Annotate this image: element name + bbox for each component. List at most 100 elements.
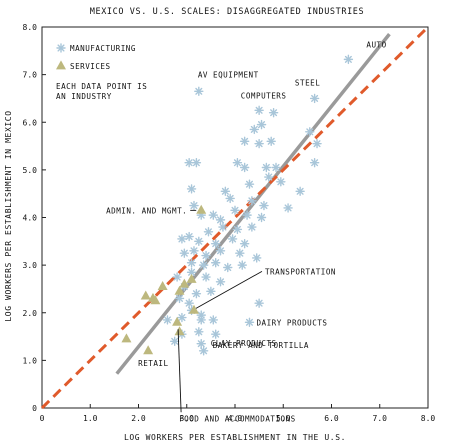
manufacturing-point bbox=[235, 248, 245, 258]
y-tick-label: 6.0 bbox=[23, 118, 38, 127]
manufacturing-point bbox=[186, 184, 197, 194]
manufacturing-point bbox=[184, 231, 194, 242]
annotation-label: COMPUTERS bbox=[241, 91, 287, 100]
manufacturing-point bbox=[177, 234, 187, 244]
manufacturing-point bbox=[244, 317, 255, 327]
annotation-label: FOOD AND ACCOMMODATIONS bbox=[179, 414, 296, 423]
manufacturing-point bbox=[239, 238, 250, 249]
y-tick-label: 3.0 bbox=[23, 261, 38, 270]
manufacturing-point bbox=[271, 162, 281, 173]
services-point bbox=[188, 304, 199, 314]
fit-line bbox=[115, 33, 391, 375]
manufacturing-point bbox=[309, 158, 320, 168]
y-tick-label: 5.0 bbox=[23, 166, 38, 175]
x-tick-label: 8.0 bbox=[421, 414, 436, 423]
manufacturing-point bbox=[198, 346, 209, 356]
annotation-label: TRANSPORTATION bbox=[265, 267, 336, 276]
manufacturing-point bbox=[295, 186, 305, 197]
services-point bbox=[143, 345, 154, 355]
manufacturing-point bbox=[191, 158, 202, 168]
manufacturing-point bbox=[201, 250, 211, 261]
legend-asterisk-icon bbox=[56, 43, 66, 53]
annotation-leader bbox=[195, 270, 263, 309]
legend-services-label: SERVICES bbox=[70, 62, 111, 71]
manufacturing-point bbox=[237, 260, 247, 270]
manufacturing-point bbox=[218, 222, 228, 232]
legend-services-marker bbox=[56, 60, 66, 70]
manufacturing-point bbox=[232, 224, 243, 235]
manufacturing-point bbox=[249, 124, 259, 135]
manufacturing-point bbox=[312, 138, 322, 149]
manufacturing-point bbox=[210, 258, 221, 268]
manufacturing-point bbox=[305, 127, 315, 137]
manufacturing-point bbox=[242, 210, 252, 220]
manufacturing-point bbox=[254, 138, 264, 149]
manufacturing-point bbox=[210, 329, 221, 339]
manufacturing-point bbox=[198, 260, 209, 270]
manufacturing-point bbox=[225, 193, 235, 204]
x-tick-label: 1.0 bbox=[83, 414, 98, 423]
y-tick-label: 0 bbox=[32, 404, 37, 413]
manufacturing-point bbox=[256, 212, 267, 223]
manufacturing-point bbox=[189, 200, 199, 211]
manufacturing-point bbox=[239, 136, 250, 147]
manufacturing-point bbox=[172, 272, 182, 282]
manufacturing-point bbox=[215, 277, 226, 287]
y-tick-label: 2.0 bbox=[23, 309, 38, 318]
x-tick-label: 4.0 bbox=[228, 414, 243, 423]
manufacturing-point bbox=[276, 177, 286, 187]
manufacturing-point bbox=[259, 200, 269, 211]
manufacturing-point bbox=[169, 336, 180, 347]
trend-lines bbox=[40, 25, 430, 410]
legend-manufacturing-marker bbox=[56, 43, 66, 53]
ticks: 0 1.0 2.0 3.0 4.0 5.0 6.0 7.0 8.0 0 1.0 2.0 3.0 4.0 5.… bbox=[23, 23, 436, 423]
manufacturing-point bbox=[232, 158, 243, 168]
manufacturing-point bbox=[256, 119, 267, 130]
manufacturing-point bbox=[239, 162, 250, 173]
manufacturing-point bbox=[266, 136, 276, 147]
annotation-label: DAIRY PRODUCTS bbox=[256, 318, 327, 327]
services-point bbox=[179, 278, 190, 288]
manufacturing-point bbox=[254, 105, 264, 116]
x-tick-label: 7.0 bbox=[373, 414, 388, 423]
manufacturing-point bbox=[194, 327, 204, 337]
services-point bbox=[172, 316, 183, 326]
manufacturing-point bbox=[247, 222, 257, 232]
manufacturing-point bbox=[194, 86, 204, 96]
annotation-label: CLAY PRODUCTS bbox=[211, 339, 277, 348]
annotation-label: AV EQUIPMENT bbox=[198, 70, 259, 79]
manufacturing-point bbox=[309, 93, 320, 104]
manufacturing-point bbox=[247, 196, 257, 206]
services-point bbox=[140, 290, 151, 300]
manufacturing-point bbox=[162, 315, 173, 325]
manufacturing-point bbox=[174, 293, 185, 304]
y-tick-label: 8.0 bbox=[23, 23, 38, 32]
services-point bbox=[157, 280, 168, 290]
legend: MANUFACTURING SERVICES EACH DATA POINT I… bbox=[56, 43, 147, 101]
services-point bbox=[186, 273, 197, 283]
services-point bbox=[196, 204, 207, 214]
manufacturing-point bbox=[177, 312, 187, 323]
manufacturing-point bbox=[201, 272, 211, 282]
manufacturing-point bbox=[254, 298, 264, 308]
y-axis-label: LOG WORKERS PER ESTABLISHMENT IN MEXICO bbox=[4, 110, 13, 321]
annotation-label: BAKERY AND TORTILLA bbox=[213, 341, 309, 350]
manufacturing-point bbox=[186, 267, 197, 277]
annotation-label: RETAIL bbox=[138, 359, 168, 368]
annotation-label: STEEL bbox=[295, 78, 320, 87]
manufacturing-point bbox=[215, 215, 226, 225]
manufacturing-point bbox=[268, 108, 279, 118]
x-tick-label: 6.0 bbox=[324, 414, 339, 423]
manufacturing-point bbox=[227, 234, 238, 244]
legend-note: EACH DATA POINT IS AN INDUSTRY bbox=[56, 82, 147, 101]
y-tick-label: 7.0 bbox=[23, 71, 38, 80]
manufacturing-point bbox=[191, 289, 202, 299]
x-tick-label: 3.0 bbox=[180, 414, 195, 423]
manufacturing-point bbox=[244, 179, 255, 189]
manufacturing-point bbox=[189, 246, 199, 256]
manufacturing-point bbox=[208, 315, 218, 325]
x-tick-label: 2.0 bbox=[131, 414, 146, 423]
annotation-label: AUTO bbox=[366, 40, 386, 49]
